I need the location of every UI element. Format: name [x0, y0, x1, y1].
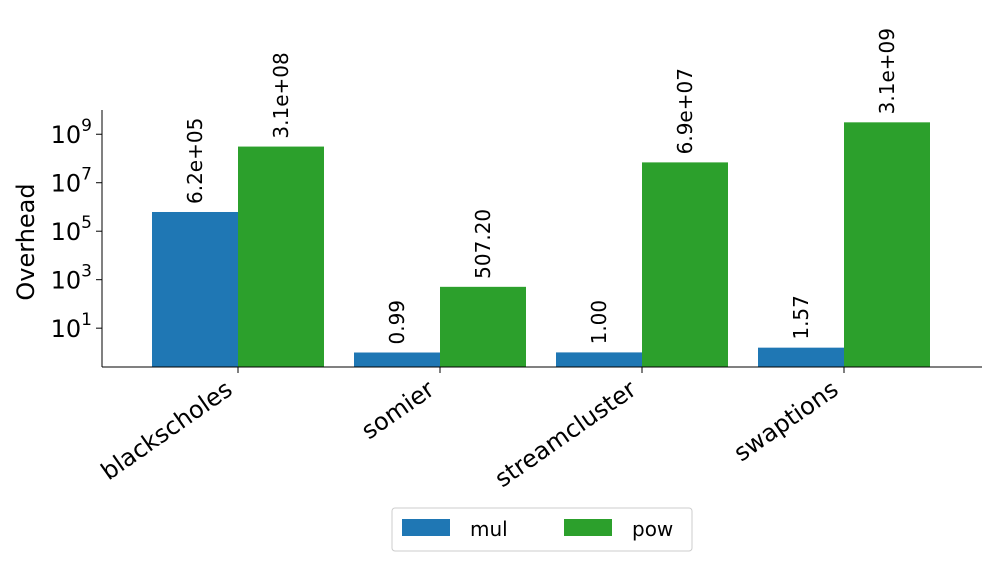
bar-mul-swaptions	[758, 347, 844, 367]
y-tick-label-9: 109	[51, 116, 92, 149]
y-tick-label-3: 103	[51, 262, 92, 295]
data-label-mul-streamcluster: 1.00	[587, 300, 611, 345]
legend-label-pow: pow	[632, 517, 673, 541]
bars-group	[152, 122, 930, 367]
bar-mul-blackscholes	[152, 211, 238, 367]
legend-label-mul: mul	[470, 517, 508, 541]
x-ticks-group: blackscholes somier streamcluster swaptions	[96, 367, 845, 493]
bar-pow-streamcluster	[642, 162, 728, 367]
data-label-pow-blackscholes: 3.1e+08	[269, 52, 293, 138]
data-label-pow-swaptions: 3.1e+09	[875, 28, 899, 114]
bar-mul-somier	[354, 352, 440, 367]
legend: mul pow	[391, 507, 693, 552]
data-label-mul-somier: 0.99	[385, 300, 409, 345]
x-tick-label-swaptions: swaptions	[729, 375, 844, 467]
data-labels-group: 6.2e+05 3.1e+08 0.99 507.20 1.00 6.9e+07 1.57 3…	[183, 28, 899, 345]
x-tick-label-streamcluster: streamcluster	[490, 375, 642, 493]
y-tick-label-7: 107	[51, 165, 92, 198]
bar-pow-swaptions	[844, 122, 930, 367]
legend-swatch-pow	[564, 519, 612, 536]
bar-mul-streamcluster	[556, 352, 642, 367]
bar-pow-blackscholes	[238, 146, 324, 367]
data-label-pow-streamcluster: 6.9e+07	[673, 68, 697, 154]
bar-pow-somier	[440, 286, 526, 367]
x-tick-label-blackscholes: blackscholes	[96, 375, 238, 486]
y-tick-label-1: 101	[51, 310, 92, 343]
axes-group	[101, 110, 982, 368]
legend-frame	[391, 507, 693, 552]
y-axis-label: Overhead	[12, 183, 40, 300]
data-label-mul-swaptions: 1.57	[789, 295, 813, 340]
y-ticks-group: 101 103 105 107 109	[51, 116, 102, 343]
y-tick-label-5: 105	[51, 213, 92, 246]
legend-items: mul pow	[402, 517, 673, 541]
legend-swatch-mul	[402, 519, 450, 536]
data-label-pow-somier: 507.20	[471, 209, 495, 279]
data-label-mul-blackscholes: 6.2e+05	[183, 118, 207, 204]
x-tick-label-somier: somier	[356, 375, 439, 445]
